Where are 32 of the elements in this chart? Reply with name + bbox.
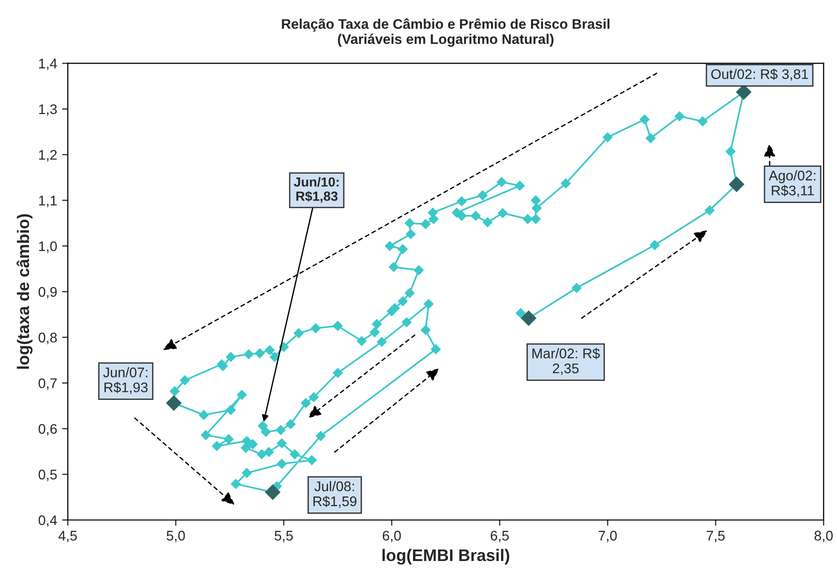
y-tick-label: 1,4 bbox=[39, 58, 57, 70]
x-tick-label: 6,0 bbox=[382, 530, 401, 542]
x-tick-label: 8,0 bbox=[814, 530, 833, 542]
point bbox=[265, 484, 280, 500]
y-tick-label: 0,8 bbox=[38, 332, 57, 344]
x-tick-label: 7,5 bbox=[706, 530, 725, 542]
y-tick-label: 0,6 bbox=[38, 424, 57, 436]
annotation: Jul/08: R$1,59 bbox=[313, 481, 356, 508]
x-tick-label: 5,5 bbox=[274, 530, 293, 542]
y-axis-title: log(taxa de câmbio) bbox=[16, 214, 33, 369]
y-tick-label: 1,1 bbox=[39, 196, 57, 208]
y-tick-label: 0,5 bbox=[38, 470, 57, 482]
x-tick-label: 7,0 bbox=[598, 530, 617, 542]
point bbox=[520, 310, 536, 326]
y-tick-label: 0,7 bbox=[38, 378, 57, 390]
annotation: Mar/02: R$ 2,35 bbox=[532, 348, 600, 375]
x-axis-title: log(EMBI Brasil) bbox=[382, 548, 510, 565]
annotation: Ago/02: R$3,11 bbox=[768, 170, 816, 198]
annotation: Out/02: R$ 3,81 bbox=[711, 68, 808, 81]
y-tick-label: 1,0 bbox=[39, 241, 57, 253]
y-tick-label: 0,4 bbox=[38, 515, 57, 527]
y-tick-label: 0,9 bbox=[38, 286, 57, 298]
x-tick-label: 5,0 bbox=[166, 530, 185, 542]
x-tick-label: 6,5 bbox=[490, 530, 509, 542]
annotation: Jun/07: R$1,93 bbox=[103, 367, 148, 394]
x-tick-label: 4,5 bbox=[58, 530, 77, 542]
y-tick-label: 1,2 bbox=[39, 150, 57, 162]
point bbox=[166, 395, 182, 411]
point bbox=[728, 176, 744, 192]
annotation: Jun/10: R$1,83 bbox=[294, 176, 339, 203]
y-tick-label: 1,3 bbox=[39, 104, 57, 116]
chart-title: Relação Taxa de Câmbio e Prêmio de Risco Brasil (Variáveis em Logaritmo Natural) bbox=[282, 18, 610, 47]
